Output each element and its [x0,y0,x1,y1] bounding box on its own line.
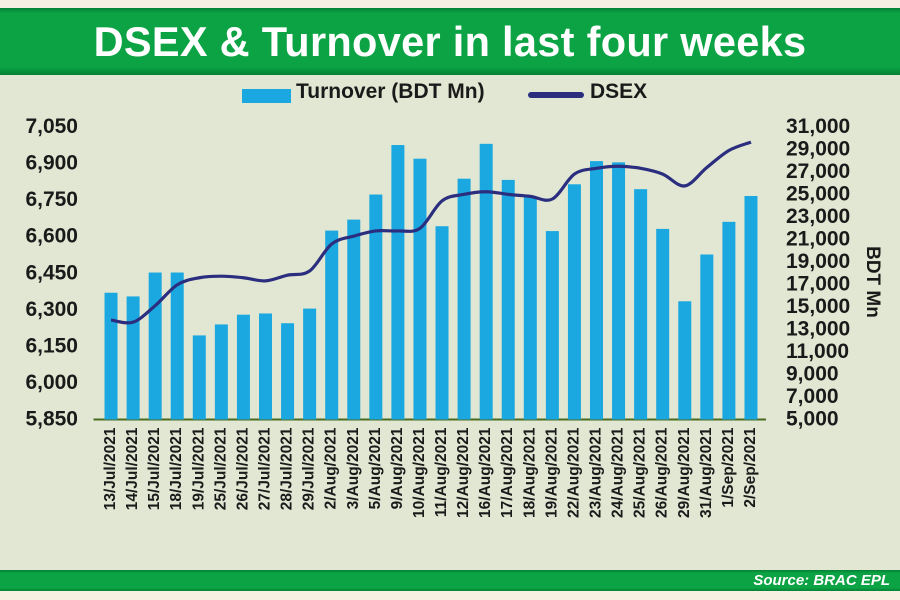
svg-text:25,000: 25,000 [786,183,850,206]
svg-text:7,000: 7,000 [786,385,839,408]
svg-text:6,900: 6,900 [25,152,78,175]
svg-text:23,000: 23,000 [786,205,850,228]
svg-text:15/Jul/2021: 15/Jul/2021 [146,427,163,510]
svg-text:25/Aug/2021: 25/Aug/2021 [632,427,649,518]
svg-text:13/Jul/2021: 13/Jul/2021 [102,427,119,510]
svg-text:7,050: 7,050 [25,115,78,138]
svg-text:22/Aug/2021: 22/Aug/2021 [565,427,582,518]
svg-text:5/Aug/2021: 5/Aug/2021 [367,427,384,509]
svg-text:6,750: 6,750 [25,188,78,211]
svg-text:3/Aug/2021: 3/Aug/2021 [345,427,362,509]
svg-text:6,150: 6,150 [25,334,78,357]
svg-text:BDT Mn: BDT Mn [862,246,883,318]
svg-text:19,000: 19,000 [786,250,850,273]
svg-text:1/Sep/2021: 1/Sep/2021 [720,427,737,508]
svg-text:31,000: 31,000 [786,115,850,138]
svg-text:18/Jul/2021: 18/Jul/2021 [168,427,185,510]
svg-text:17,000: 17,000 [786,273,850,296]
svg-text:5,000: 5,000 [786,408,839,431]
svg-text:9,000: 9,000 [786,363,839,386]
svg-text:11/Aug/2021: 11/Aug/2021 [433,427,450,517]
svg-text:31/Aug/2021: 31/Aug/2021 [698,427,715,518]
svg-text:25/Jul/2021: 25/Jul/2021 [212,427,229,510]
svg-text:13,000: 13,000 [786,318,850,341]
svg-text:10/Aug/2021: 10/Aug/2021 [411,427,428,518]
svg-text:14/Jul/2021: 14/Jul/2021 [124,427,141,510]
svg-text:24/Aug/2021: 24/Aug/2021 [610,427,627,518]
svg-text:17/Aug/2021: 17/Aug/2021 [499,427,516,518]
svg-text:21,000: 21,000 [786,228,850,251]
svg-text:27/Jul/2021: 27/Jul/2021 [257,427,274,510]
svg-text:19/Aug/2021: 19/Aug/2021 [543,427,560,518]
svg-text:2/Aug/2021: 2/Aug/2021 [323,427,340,509]
svg-text:27,000: 27,000 [786,160,850,183]
svg-text:28/Jul/2021: 28/Jul/2021 [279,427,296,510]
svg-text:6,450: 6,450 [25,261,78,284]
svg-text:6,300: 6,300 [25,298,78,321]
svg-text:6,600: 6,600 [25,225,78,248]
svg-text:18/Aug/2021: 18/Aug/2021 [521,427,538,518]
svg-text:2/Sep/2021: 2/Sep/2021 [742,427,759,508]
svg-text:11,000: 11,000 [786,340,849,363]
svg-text:6,000: 6,000 [25,371,78,394]
svg-text:26/Jul/2021: 26/Jul/2021 [234,427,251,510]
svg-text:26/Aug/2021: 26/Aug/2021 [654,427,671,518]
svg-text:23/Aug/2021: 23/Aug/2021 [588,427,605,518]
svg-text:9/Aug/2021: 9/Aug/2021 [389,427,406,509]
svg-text:29/Jul/2021: 29/Jul/2021 [301,427,318,510]
svg-text:15,000: 15,000 [786,295,850,318]
svg-text:19/Jul/2021: 19/Jul/2021 [190,427,207,510]
svg-text:29,000: 29,000 [786,138,850,161]
svg-text:29/Aug/2021: 29/Aug/2021 [676,427,693,518]
svg-text:5,850: 5,850 [25,408,78,431]
svg-text:12/Aug/2021: 12/Aug/2021 [455,427,472,518]
svg-text:16/Aug/2021: 16/Aug/2021 [477,427,494,518]
